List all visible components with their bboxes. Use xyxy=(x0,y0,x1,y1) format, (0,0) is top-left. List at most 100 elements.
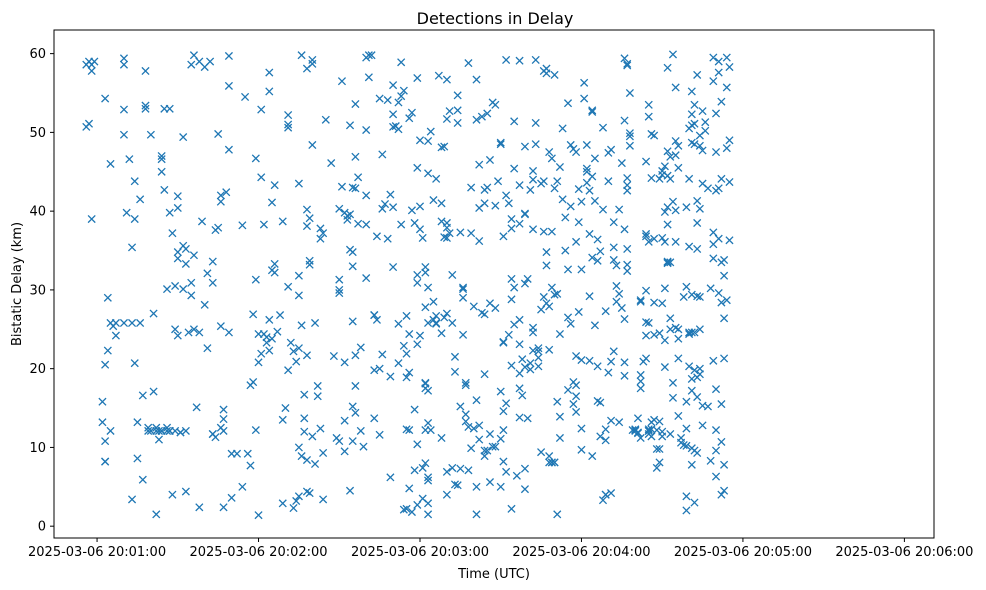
data-point xyxy=(572,237,581,246)
data-point xyxy=(717,174,726,183)
data-point xyxy=(623,181,632,190)
data-point xyxy=(432,319,441,328)
data-point xyxy=(685,362,694,371)
data-point xyxy=(289,504,298,513)
data-point xyxy=(127,495,137,504)
data-point xyxy=(397,92,406,101)
data-point xyxy=(480,370,489,379)
data-point xyxy=(249,310,258,319)
data-point xyxy=(284,111,293,120)
data-point xyxy=(345,121,355,130)
data-point xyxy=(674,334,683,343)
data-point xyxy=(725,136,734,145)
data-point xyxy=(294,291,303,300)
data-point xyxy=(440,233,449,242)
data-point xyxy=(319,448,328,457)
data-point xyxy=(453,481,462,490)
data-point xyxy=(407,108,416,117)
data-point xyxy=(720,486,729,495)
data-point xyxy=(362,125,371,135)
data-point xyxy=(310,318,320,328)
data-point xyxy=(294,492,303,501)
data-point xyxy=(709,356,718,365)
data-point xyxy=(442,114,451,124)
data-point xyxy=(539,177,548,186)
data-point xyxy=(572,148,581,157)
data-point xyxy=(187,278,196,287)
data-point xyxy=(127,318,137,328)
data-point xyxy=(445,229,454,238)
data-point xyxy=(351,184,360,193)
data-point xyxy=(496,138,505,147)
data-point xyxy=(394,319,403,328)
data-point xyxy=(650,131,659,140)
data-point xyxy=(507,214,516,224)
data-point xyxy=(122,208,131,217)
data-point xyxy=(690,498,699,507)
data-point xyxy=(251,426,260,435)
data-point xyxy=(187,60,196,69)
data-point xyxy=(241,92,250,102)
data-point xyxy=(598,205,608,214)
data-point xyxy=(620,54,629,63)
data-point xyxy=(674,141,683,150)
chart-title: Detections in Delay xyxy=(417,9,574,28)
data-point xyxy=(515,56,524,65)
data-point xyxy=(181,259,190,268)
data-point xyxy=(720,271,729,280)
data-point xyxy=(329,352,338,361)
data-point xyxy=(405,329,414,339)
data-point xyxy=(413,340,422,349)
data-point xyxy=(620,371,629,380)
data-point xyxy=(502,191,511,200)
data-point xyxy=(424,473,433,482)
data-point xyxy=(467,444,476,453)
data-point xyxy=(362,220,371,229)
data-point xyxy=(682,397,691,406)
data-point xyxy=(257,349,266,358)
data-point xyxy=(351,152,360,161)
data-point xyxy=(130,359,139,368)
data-point xyxy=(407,206,416,215)
data-point xyxy=(424,499,433,508)
data-point xyxy=(154,426,164,435)
data-point xyxy=(442,309,451,318)
data-point xyxy=(502,399,511,408)
data-point xyxy=(448,318,457,328)
data-point xyxy=(469,302,478,311)
data-point xyxy=(601,436,610,445)
data-point xyxy=(297,452,306,461)
data-point xyxy=(278,499,287,508)
data-point xyxy=(348,317,357,326)
data-point xyxy=(491,303,500,313)
data-point xyxy=(693,218,702,228)
data-point xyxy=(418,463,427,472)
data-point xyxy=(555,329,564,339)
data-point xyxy=(625,129,634,138)
data-point xyxy=(515,181,524,190)
data-point xyxy=(257,173,266,182)
data-point xyxy=(181,426,190,435)
data-point xyxy=(356,426,365,435)
data-point xyxy=(485,478,495,487)
data-point xyxy=(641,232,651,241)
data-point xyxy=(607,416,616,425)
data-point xyxy=(690,119,699,128)
data-point xyxy=(227,493,236,502)
data-point xyxy=(418,233,427,242)
data-point xyxy=(136,318,145,328)
data-point xyxy=(127,243,137,252)
data-point xyxy=(674,325,683,334)
data-point xyxy=(254,358,263,367)
data-point xyxy=(133,454,142,463)
data-point xyxy=(563,385,573,394)
data-point xyxy=(604,177,613,186)
data-point xyxy=(588,253,597,262)
data-point xyxy=(265,315,274,324)
data-point xyxy=(402,373,411,382)
data-point xyxy=(663,220,672,229)
data-point xyxy=(644,100,653,109)
data-point xyxy=(628,426,637,435)
data-point xyxy=(499,337,508,346)
